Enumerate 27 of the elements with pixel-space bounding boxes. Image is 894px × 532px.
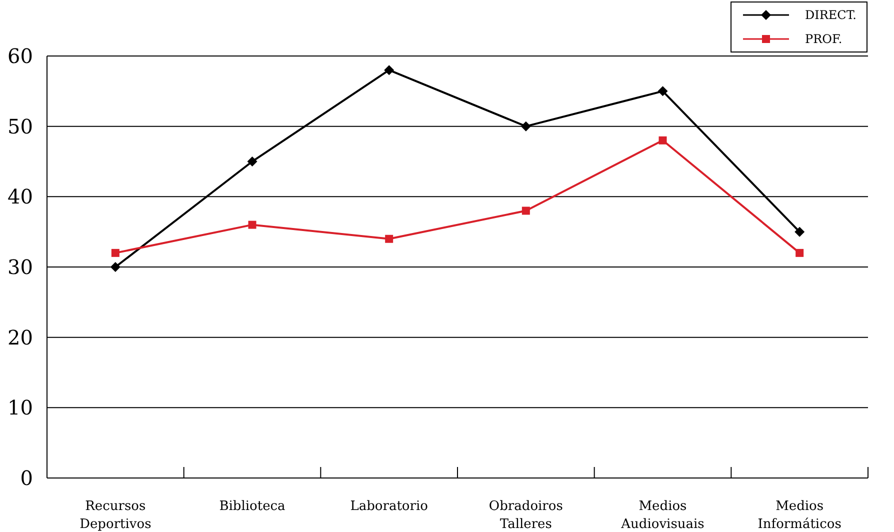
x-tick-label: Medios Informáticos [758, 499, 842, 532]
point [794, 226, 805, 237]
point [110, 262, 120, 272]
point [520, 121, 531, 132]
x-tick-label: Obradoiros Talleres [488, 499, 563, 532]
point [522, 206, 530, 215]
y-tick-label: 30 [8, 255, 33, 279]
point [658, 136, 667, 144]
x-tick-label: Biblioteca [219, 499, 286, 514]
y-tick-label: 0 [20, 466, 33, 490]
y-tick-label: 40 [8, 184, 33, 209]
legend-label: PROF. [805, 32, 842, 46]
point [248, 220, 256, 229]
y-tick-label: 50 [8, 114, 33, 138]
y-tick-label: 60 [8, 44, 33, 68]
point [658, 86, 668, 96]
point [385, 234, 394, 243]
point [247, 156, 258, 166]
x-tick-label: Recursos Deportivos [80, 499, 152, 532]
point [796, 248, 804, 257]
x-tick-label: Medios Audiovisuais [620, 499, 704, 532]
y-tick-label: 20 [8, 325, 33, 350]
point [111, 248, 120, 257]
legend-label: DIRECT. [805, 8, 856, 22]
point [384, 65, 394, 76]
y-tick-label: 10 [8, 396, 33, 420]
x-tick-label: Laboratorio [350, 499, 428, 514]
